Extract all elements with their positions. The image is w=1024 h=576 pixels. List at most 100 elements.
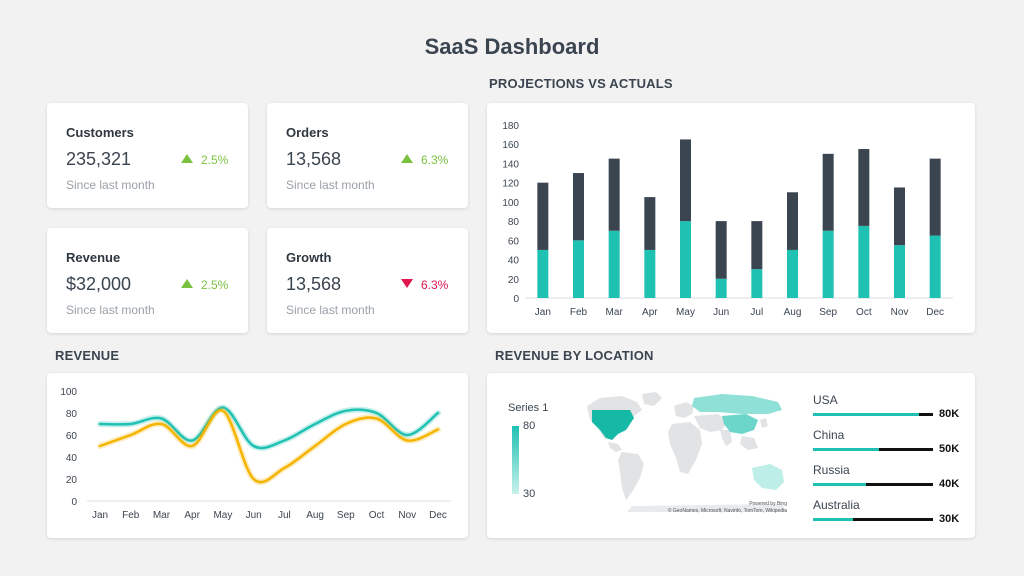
bar-projection — [644, 197, 656, 250]
y-tick-label: 100 — [60, 387, 77, 398]
location-bar-track — [813, 483, 933, 486]
y-tick-label: 60 — [66, 431, 78, 442]
location-value: 50K — [939, 443, 960, 455]
y-tick-label: 180 — [502, 121, 519, 132]
location-row-usa: USA 80K — [813, 393, 963, 420]
bar-projection — [680, 139, 691, 222]
y-tick-label: 100 — [502, 198, 519, 209]
kpi-change-value: 2.5% — [201, 153, 229, 167]
bar-projection — [573, 173, 584, 241]
bar-projection — [929, 158, 941, 236]
kpi-value: 13,568 — [286, 149, 342, 169]
y-tick-label: 160 — [502, 140, 519, 151]
y-tick-label: 0 — [71, 497, 77, 508]
bar-projection — [537, 182, 549, 250]
x-tick-label: Nov — [891, 307, 909, 318]
x-tick-label: May — [676, 307, 695, 318]
location-name: Australia — [813, 498, 860, 512]
arrow-up-icon — [181, 154, 193, 163]
location-section-title: REVENUE BY LOCATION — [495, 348, 654, 363]
map-antarctica — [627, 504, 787, 512]
map-central-america — [608, 442, 622, 452]
y-tick-label: 40 — [66, 453, 78, 464]
kpi-label: Growth — [286, 250, 332, 265]
map-credit: Powered by Bing © GeoNames, Microsoft, N… — [627, 501, 787, 515]
projections-section-title: PROJECTIONS VS ACTUALS — [489, 76, 673, 91]
location-value: 80K — [939, 408, 960, 420]
bar-actual — [680, 221, 691, 298]
location-bar-track — [813, 518, 933, 521]
x-tick-label: Jul — [278, 510, 291, 521]
kpi-card-orders: Orders 13,568 6.3% Since last month — [267, 103, 468, 208]
arrow-down-icon — [401, 279, 413, 288]
map-china — [722, 414, 758, 434]
map-credit-line2: © GeoNames, Microsoft, Navinfo, TomTom, … — [667, 508, 787, 514]
bar-actual — [573, 240, 584, 298]
kpi-value: $32,000 — [66, 274, 132, 294]
kpi-subtext: Since last month — [286, 303, 375, 317]
location-name: USA — [813, 393, 838, 407]
bar-projection — [751, 221, 763, 270]
map-russia — [692, 394, 782, 414]
bar-projection — [608, 158, 620, 231]
location-value: 30K — [939, 513, 960, 525]
kpi-label: Customers — [66, 125, 134, 140]
x-tick-label: Jun — [246, 510, 262, 521]
kpi-card-revenue: Revenue $32,000 2.5% Since last month — [47, 228, 248, 333]
page-title: SaaS Dashboard — [424, 34, 600, 59]
bar-projection — [787, 192, 798, 250]
bar-projection — [894, 187, 905, 246]
x-tick-label: Jun — [713, 307, 729, 318]
x-tick-label: Jan — [92, 510, 108, 521]
location-name: Russia — [813, 463, 850, 477]
location-name: China — [813, 428, 845, 442]
y-tick-label: 80 — [66, 409, 78, 420]
location-bar-track — [813, 448, 933, 451]
location-bar-track — [813, 413, 933, 416]
x-tick-label: Dec — [926, 307, 944, 318]
kpi-change-value: 6.3% — [421, 153, 449, 167]
x-tick-label: Jan — [535, 307, 551, 318]
x-tick-label: Apr — [184, 510, 200, 521]
world-map — [587, 392, 787, 512]
y-tick-label: 120 — [502, 179, 519, 190]
location-bar-fill — [813, 448, 879, 451]
map-legend-gradient — [512, 426, 519, 494]
kpi-change: 2.5% — [181, 153, 228, 167]
location-bar-fill — [813, 483, 866, 486]
map-japan — [760, 418, 768, 428]
map-legend-max: 80 — [523, 420, 536, 432]
x-tick-label: Sep — [819, 307, 837, 318]
y-tick-label: 140 — [502, 159, 519, 170]
x-tick-label: Oct — [856, 307, 872, 318]
projections-bar-chart: 0 20 40 60 80 100 120 140 160 180 Jan Feb Mar Apr May J… — [502, 121, 953, 318]
location-bar-fill — [813, 518, 853, 521]
arrow-up-icon — [401, 154, 413, 163]
map-europe — [674, 402, 694, 418]
revenue-chart-card: 0 20 40 60 80 100 Jan Feb Mar Apr May Jun Jul Aug Sep O… — [47, 373, 468, 538]
y-tick-label: 20 — [508, 275, 520, 286]
kpi-value: 235,321 — [66, 149, 132, 169]
y-tick-label: 80 — [508, 217, 520, 228]
kpi-value: 13,568 — [286, 274, 342, 294]
kpi-card-customers: Customers 235,321 2.5% Since last month — [47, 103, 248, 208]
map-australia — [752, 464, 784, 490]
location-bar-fill — [813, 413, 919, 416]
x-tick-label: Mar — [606, 307, 624, 318]
x-tick-label: Feb — [570, 307, 588, 318]
y-tick-label: 60 — [508, 236, 520, 247]
series-line-gold — [98, 409, 440, 484]
x-tick-label: Sep — [337, 510, 355, 521]
map-india — [720, 430, 732, 446]
kpi-change: 6.3% — [401, 153, 448, 167]
location-value: 40K — [939, 478, 960, 490]
y-tick-label: 20 — [66, 475, 78, 486]
y-tick-label: 0 — [513, 294, 519, 305]
bar-actual — [858, 225, 870, 298]
bar-actual — [537, 249, 549, 298]
bar-actual — [751, 269, 763, 298]
kpi-label: Orders — [286, 125, 329, 140]
map-usa — [592, 410, 634, 440]
map-middle-east — [694, 414, 728, 432]
kpi-label: Revenue — [66, 250, 121, 265]
